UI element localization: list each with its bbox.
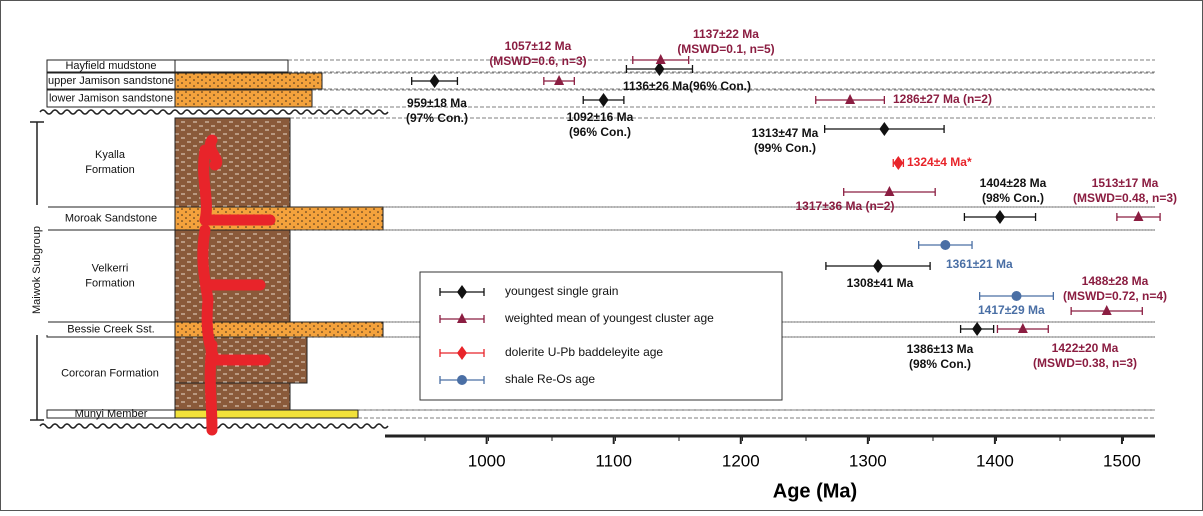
unit-label: lower Jamison sandstone <box>49 92 173 104</box>
unit-label: Kyalla <box>95 149 126 161</box>
x-tick-label: 1300 <box>849 451 887 470</box>
point-label: (MSWD=0.6, n=3) <box>489 54 586 68</box>
unit-label: Formation <box>85 277 135 289</box>
point-label: 1386±13 Ma <box>907 342 974 356</box>
group-label: Maiwok Subgroup <box>31 226 43 314</box>
point-label: (MSWD=0.72, n=4) <box>1063 289 1167 303</box>
x-tick-label: 1200 <box>722 451 760 470</box>
unit-body <box>175 118 290 207</box>
point-label: 1488±28 Ma <box>1082 274 1149 288</box>
x-axis-title: Age (Ma) <box>773 480 857 502</box>
x-tick-label: 1000 <box>468 451 506 470</box>
unit-label: Corcoran Formation <box>61 367 159 379</box>
point-label: 1361±21 Ma <box>946 257 1013 271</box>
point-label: 1136±26 Ma(96% Con.) <box>623 79 751 93</box>
point-label: (97% Con.) <box>406 111 468 125</box>
point-label: 1137±22 Ma <box>693 27 759 41</box>
point-label: 1422±20 Ma <box>1052 341 1119 355</box>
unit-label: Formation <box>85 164 135 176</box>
unit-body <box>175 230 290 322</box>
point-label: 1286±27 Ma (n=2) <box>893 92 992 106</box>
unit-body <box>175 73 322 89</box>
unit-label: Munyi Member <box>75 408 148 420</box>
point-label: 959±18 Ma <box>407 96 467 110</box>
x-tick-label: 1400 <box>976 451 1014 470</box>
point-label: (99% Con.) <box>754 141 816 155</box>
point-label: 1417±29 Ma <box>978 303 1045 317</box>
x-tick-label: 1500 <box>1103 451 1141 470</box>
point-label: (98% Con.) <box>982 191 1044 205</box>
point-label: 1313±47 Ma <box>752 126 819 140</box>
point-label: (MSWD=0.1, n=5) <box>677 42 774 56</box>
point-label: 1317±36 Ma (n=2) <box>796 199 895 213</box>
legend-label: youngest single grain <box>505 284 618 298</box>
unit-label: Velkerri <box>92 262 129 274</box>
unit-body <box>175 90 312 107</box>
point-label: 1092±16 Ma <box>567 110 634 124</box>
marker <box>940 240 950 250</box>
marker <box>1012 291 1022 301</box>
unit-label: Hayfield mudstone <box>65 60 156 72</box>
unit-body <box>175 410 358 418</box>
unit-label: upper Jamison sandstone <box>48 75 174 87</box>
unit-label: Bessie Creek Sst. <box>67 323 154 335</box>
point-label: 1324±4 Ma* <box>907 155 972 169</box>
point-label: (MSWD=0.38, n=3) <box>1033 356 1137 370</box>
point-label: 1308±41 Ma <box>847 276 914 290</box>
legend-label: weighted mean of youngest cluster age <box>504 311 714 325</box>
legend-marker <box>457 375 467 385</box>
point-label: 1057±12 Ma <box>505 39 572 53</box>
unit-label: Moroak Sandstone <box>65 212 157 224</box>
legend-label: dolerite U-Pb baddeleyite age <box>505 345 663 359</box>
point-label: 1513±17 Ma <box>1092 176 1159 190</box>
point-label: (96% Con.) <box>569 125 631 139</box>
legend-label: shale Re-Os age <box>505 372 595 386</box>
figure: Hayfield mudstone upper Jamison sandstone… <box>0 0 1203 511</box>
point-label: 1404±28 Ma <box>980 176 1047 190</box>
x-tick-label: 1100 <box>595 451 632 470</box>
unit-body <box>175 60 288 72</box>
point-label: (MSWD=0.48, n=3) <box>1073 191 1177 205</box>
point-label: (98% Con.) <box>909 357 971 371</box>
